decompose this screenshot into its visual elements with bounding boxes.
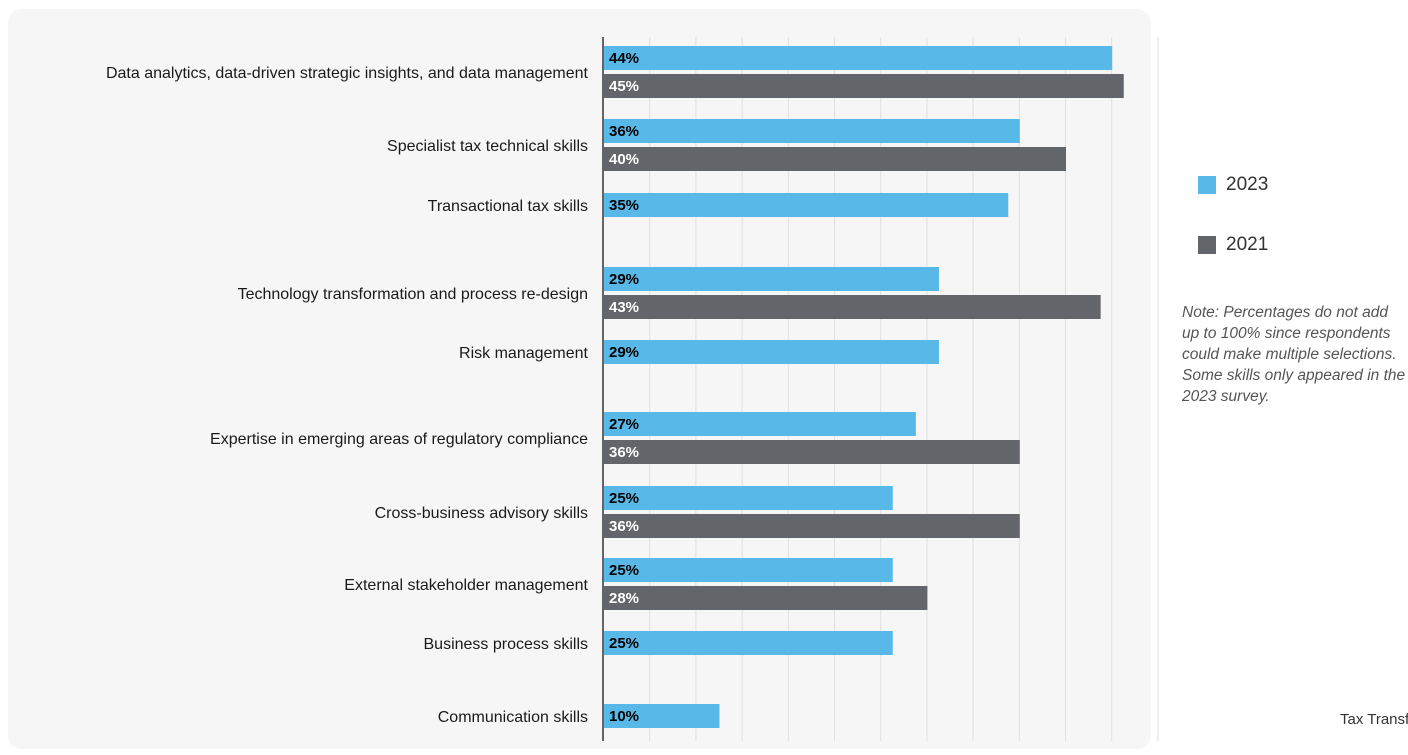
- bar-2023-5: [604, 412, 916, 436]
- legend-label-2021: 2021: [1226, 234, 1269, 255]
- category-label: Business process skills: [424, 636, 589, 653]
- category-label: Technology transformation and process re…: [238, 286, 588, 303]
- value-label: 29%: [609, 344, 639, 361]
- legend-item-2023: 2023: [1198, 170, 1398, 200]
- bar-2021-6: [604, 514, 1020, 538]
- bar-2023-2: [604, 193, 1009, 217]
- category-label: External stakeholder management: [344, 577, 588, 594]
- value-label: 28%: [609, 590, 639, 607]
- bar-2021-3: [604, 295, 1101, 319]
- category-label: Transactional tax skills: [428, 198, 588, 215]
- value-label: 27%: [609, 416, 639, 433]
- value-label: 25%: [609, 490, 639, 507]
- bar-2023-3: [604, 267, 939, 291]
- bar-2023-1: [604, 119, 1020, 143]
- value-label: 40%: [609, 151, 639, 168]
- value-label: 45%: [609, 78, 639, 95]
- value-label: 25%: [609, 635, 639, 652]
- category-label: Expertise in emerging areas of regulator…: [210, 431, 588, 448]
- legend-label-2023: 2023: [1226, 174, 1269, 195]
- value-label: 36%: [609, 518, 639, 535]
- value-label: 29%: [609, 271, 639, 288]
- value-label: 44%: [609, 50, 639, 67]
- value-label: 10%: [609, 708, 639, 725]
- legend: 2023 2021: [1198, 170, 1398, 290]
- bar-2023-7: [604, 558, 893, 582]
- category-label: Data analytics, data-driven strategic in…: [106, 65, 589, 82]
- bar-2021-5: [604, 440, 1020, 464]
- bar-2023-6: [604, 486, 893, 510]
- category-labels: Data analytics, data-driven strategic in…: [106, 65, 589, 726]
- bar-2023-0: [604, 46, 1113, 70]
- bar-2021-1: [604, 147, 1066, 171]
- category-label: Risk management: [459, 345, 589, 362]
- value-label: 36%: [609, 123, 639, 140]
- category-label: Specialist tax technical skills: [387, 138, 588, 155]
- legend-item-2021: 2021: [1198, 230, 1398, 260]
- bar-2023-4: [604, 340, 939, 364]
- bar-2021-7: [604, 586, 928, 610]
- category-label: Communication skills: [438, 709, 588, 726]
- bar-2023-8: [604, 631, 893, 655]
- chart-note: Note: Percentages do not add up to 100% …: [1182, 304, 1406, 405]
- legend-swatch-2021: [1198, 236, 1216, 254]
- footer-text: Tax Transf: [1340, 711, 1408, 728]
- category-label: Cross-business advisory skills: [375, 505, 588, 522]
- bars: 44% 45% 36% 40% 35% 29% 43% 29% 27% 36% 25% 36% 25% 2…: [604, 46, 1124, 728]
- bar-2021-0: [604, 74, 1124, 98]
- value-label: 25%: [609, 562, 639, 579]
- value-label: 35%: [609, 197, 639, 214]
- bar-2023-9: [604, 704, 720, 728]
- value-label: 36%: [609, 444, 639, 461]
- value-label: 43%: [609, 299, 639, 316]
- legend-swatch-2023: [1198, 176, 1216, 194]
